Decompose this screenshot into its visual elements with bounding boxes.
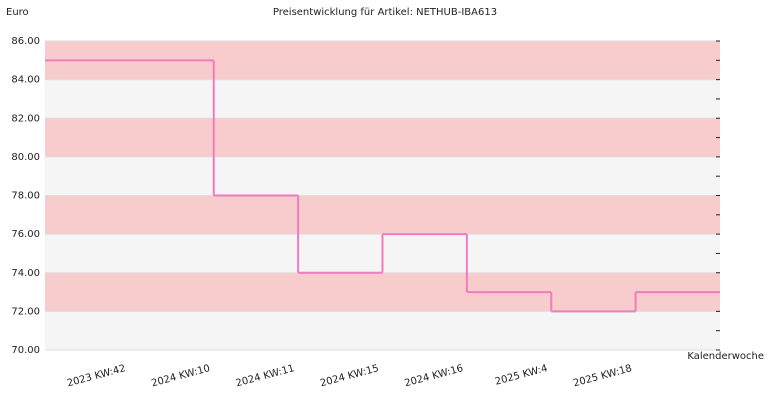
- y-tick-label: 84.00: [11, 75, 40, 86]
- x-tick-label: 2024 KW:11: [235, 363, 296, 389]
- chart-title: Preisentwicklung für Artikel: NETHUB-IBA…: [273, 7, 497, 18]
- y-tick-label: 76.00: [11, 229, 40, 240]
- background-band: [45, 272, 720, 312]
- y-tick-label: 78.00: [11, 191, 40, 202]
- x-tick-label: 2024 KW:15: [319, 363, 380, 389]
- x-tick-label: 2025 KW:18: [572, 363, 633, 389]
- x-tick-label: 2024 KW:16: [403, 363, 464, 389]
- y-tick-label: 70.00: [11, 345, 40, 356]
- y-tick-label: 74.00: [11, 268, 40, 279]
- background-band: [45, 195, 720, 235]
- background-band: [45, 156, 720, 196]
- background-band: [45, 311, 720, 350]
- y-tick-label: 80.00: [11, 152, 40, 163]
- background-band: [45, 118, 720, 157]
- background-band: [45, 79, 720, 119]
- y-tick-label: 72.00: [11, 306, 40, 317]
- x-axis-label: Kalenderwoche: [687, 351, 764, 362]
- y-tick-label: 86.00: [11, 36, 40, 47]
- x-tick-label: 2024 KW:10: [150, 363, 211, 389]
- x-tick-label: 2023 KW:42: [66, 363, 127, 389]
- y-axis-label: Euro: [6, 7, 29, 18]
- y-tick-label: 82.00: [11, 113, 40, 124]
- x-tick-label: 2025 KW:4: [494, 363, 549, 388]
